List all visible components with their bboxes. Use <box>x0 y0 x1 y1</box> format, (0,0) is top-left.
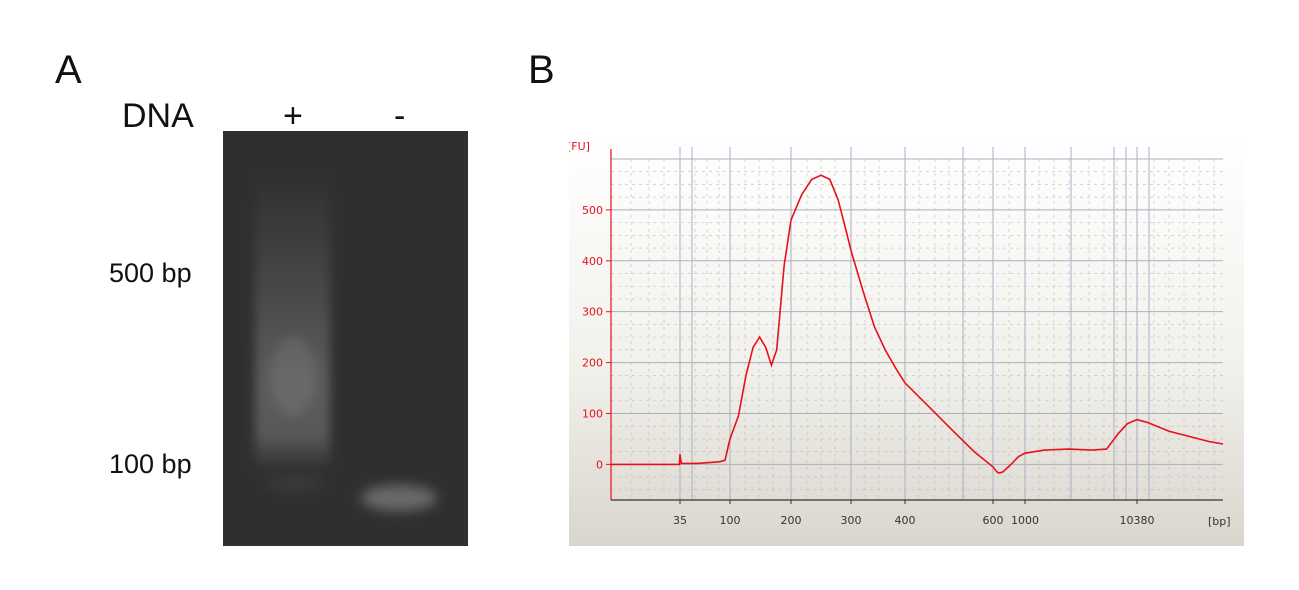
gel-image <box>223 131 468 546</box>
x-tick-label: 1000 <box>1011 514 1039 527</box>
y-tick-label: 0 <box>596 458 603 471</box>
x-unit-label: [bp] <box>1208 515 1231 528</box>
x-tick-label: 600 <box>983 514 1004 527</box>
x-tick-label: 10380 <box>1120 514 1155 527</box>
major-grid <box>611 147 1223 500</box>
dna-smear <box>255 171 330 471</box>
y-tick-label: 300 <box>582 306 603 319</box>
y-unit-label: [FU] <box>569 140 590 153</box>
panel-b-letter: B <box>528 48 555 92</box>
lane-minus-label: - <box>394 97 406 135</box>
x-tick-label: 200 <box>781 514 802 527</box>
y-tick-label: 200 <box>582 357 603 370</box>
axes <box>610 149 1223 501</box>
x-tick-label: 300 <box>841 514 862 527</box>
x-tick-label: 400 <box>895 514 916 527</box>
lane-plus-label: + <box>283 97 303 135</box>
panel-a-letter: A <box>55 48 82 92</box>
chart-background <box>569 137 1244 546</box>
x-tick-label: 35 <box>673 514 687 527</box>
x-tick-labels: 35 100 200 300 400 600 1000 10380 <box>673 500 1155 527</box>
dna-row-label: DNA <box>122 97 194 135</box>
electropherogram-chart: 0 100 200 300 400 500 35 100 200 300 400 600 1000 10… <box>569 137 1244 546</box>
x-tick-label: 100 <box>720 514 741 527</box>
minor-grid <box>611 159 1223 500</box>
primer-band <box>361 485 437 511</box>
y-tick-labels: 0 100 200 300 400 500 <box>582 204 611 471</box>
marker-500bp-label: 500 bp <box>109 258 192 288</box>
y-tick-label: 500 <box>582 204 603 217</box>
y-tick-label: 100 <box>582 407 603 420</box>
y-tick-label: 400 <box>582 255 603 268</box>
fluorescence-trace <box>611 174 1224 474</box>
marker-100bp-label: 100 bp <box>109 449 192 479</box>
